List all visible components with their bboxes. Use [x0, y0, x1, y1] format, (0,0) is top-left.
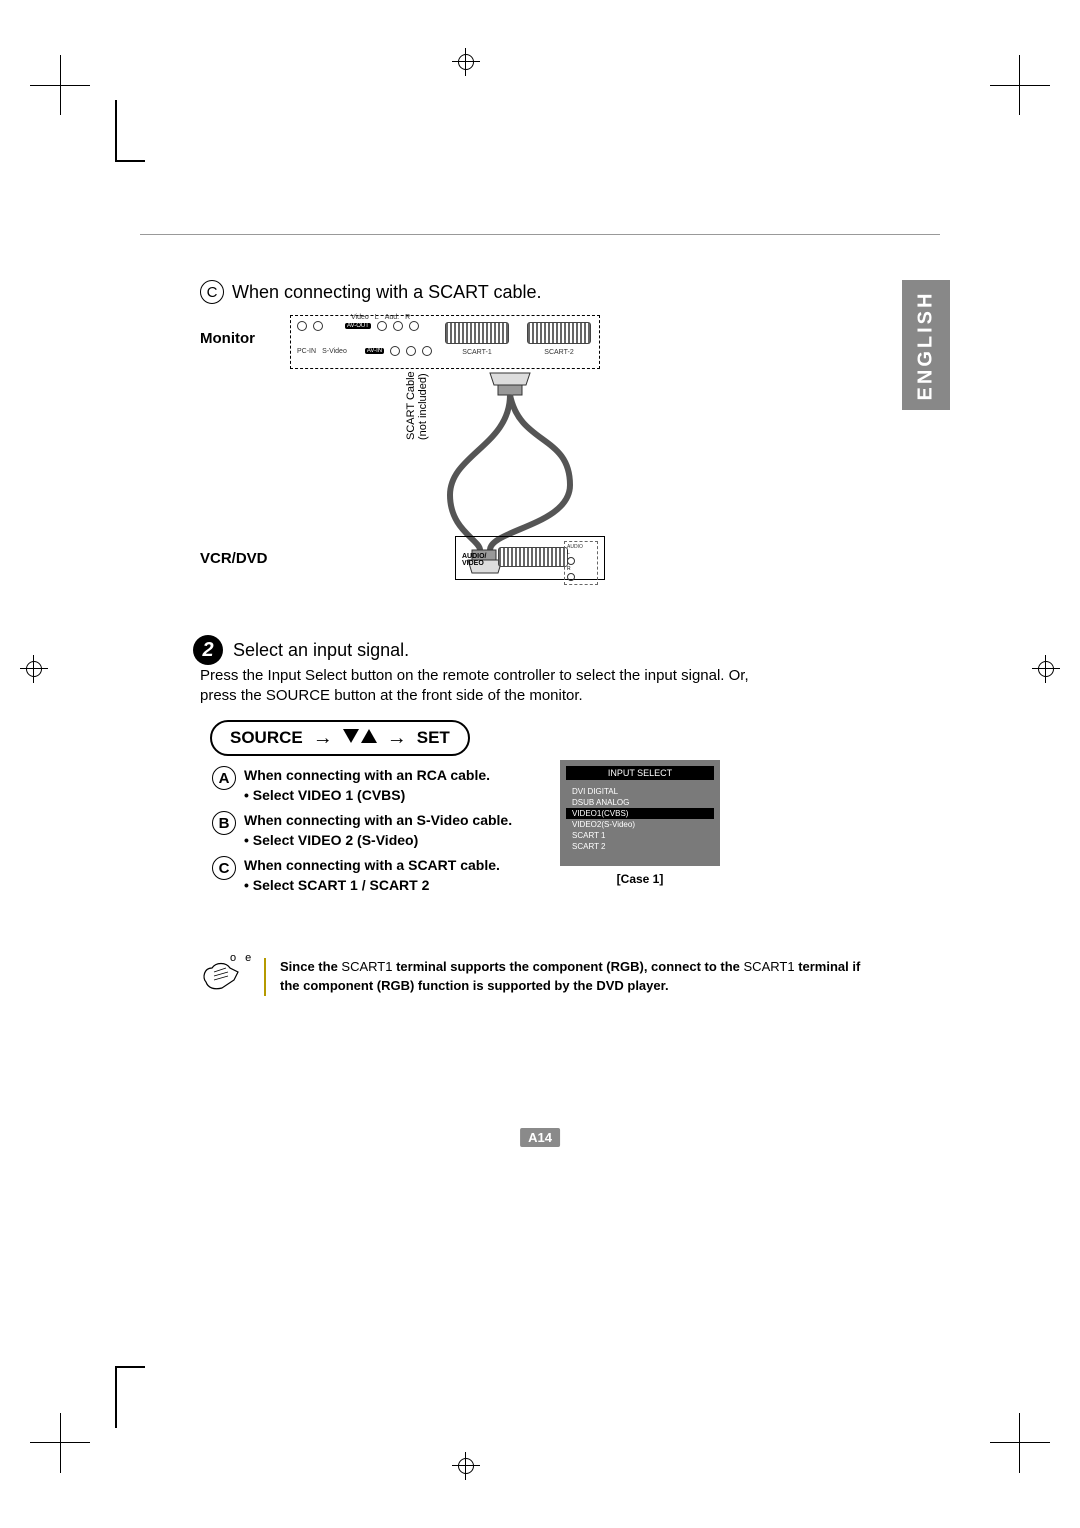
crop-mark — [60, 1413, 61, 1473]
r-label: R — [405, 314, 410, 321]
down-up-icon — [343, 728, 377, 748]
video-label: Video — [351, 314, 369, 321]
osd-item: VIDEO1(CVBS) — [566, 808, 714, 819]
pcin-label: PC-IN — [297, 348, 316, 355]
source-label: SOURCE — [230, 728, 303, 748]
option-b: B When connecting with an S-Video cable.… — [212, 811, 542, 850]
trim-mark — [115, 100, 117, 160]
registration-mark — [20, 655, 48, 683]
rca-jack-icon — [567, 573, 575, 581]
cable-label: SCART Cable (not included) — [405, 371, 429, 440]
osd-panel: INPUT SELECT DVI DIGITALDSUB ANALOGVIDEO… — [560, 760, 720, 866]
source-set-sequence: SOURCE → → SET — [210, 720, 470, 756]
option-b-title: When connecting with an S-Video cable. — [244, 812, 512, 828]
l-label: L — [375, 314, 379, 321]
rca-jack-icon — [406, 346, 416, 356]
letter-c-icon: C — [200, 280, 224, 304]
crop-mark — [60, 55, 61, 115]
osd-title: INPUT SELECT — [566, 766, 714, 780]
option-c-sub: • Select SCART 1 / SCART 2 — [244, 876, 500, 896]
section-c-heading: C When connecting with a SCART cable. — [200, 280, 542, 304]
crop-mark — [990, 85, 1050, 86]
option-c: C When connecting with a SCART cable. • … — [212, 856, 542, 895]
manual-page: ENGLISH C When connecting with a SCART c… — [0, 0, 1080, 1528]
arrow-right-icon: → — [313, 728, 333, 748]
vcr-dvd-panel: AUDIO/ VIDEO AUDIO L R — [455, 536, 605, 580]
crop-mark — [1019, 55, 1020, 115]
trim-mark — [115, 1366, 145, 1368]
rca-jack-icon — [409, 321, 419, 331]
crop-mark — [1019, 1413, 1020, 1473]
page-number: A14 — [520, 1128, 560, 1147]
letter-a-icon: A — [212, 766, 236, 790]
rca-jack-icon — [313, 321, 323, 331]
osd-item: SCART 1 — [566, 830, 714, 841]
letter-c-icon: C — [212, 856, 236, 880]
osd-item: DVI DIGITAL — [566, 786, 714, 797]
rca-jack-icon — [390, 346, 400, 356]
note-hand-icon — [200, 958, 244, 992]
note-row: Since the SCART1 terminal supports the c… — [200, 958, 880, 996]
av-out-label: AV-OUT — [345, 323, 371, 329]
audio-video-label: AUDIO/ VIDEO — [462, 553, 487, 567]
audio-jacks: AUDIO L R — [564, 541, 598, 585]
language-tab: ENGLISH — [902, 280, 950, 410]
trim-mark — [115, 1368, 117, 1428]
set-label: SET — [417, 728, 450, 748]
osd-item: SCART 2 — [566, 841, 714, 852]
option-c-title: When connecting with a SCART cable. — [244, 857, 500, 873]
language-label: ENGLISH — [915, 290, 938, 400]
osd-caption: [Case 1] — [560, 872, 720, 886]
section-c-text: When connecting with a SCART cable. — [232, 282, 542, 303]
osd-item: VIDEO2(S-Video) — [566, 819, 714, 830]
rca-jack-icon — [297, 321, 307, 331]
divider — [140, 234, 940, 235]
letter-b-icon: B — [212, 811, 236, 835]
osd-item: DSUB ANALOG — [566, 797, 714, 808]
scart-port-icon — [445, 322, 509, 344]
registration-mark — [1032, 655, 1060, 683]
monitor-label: Monitor — [200, 330, 255, 347]
av-in-label: AV-IN — [365, 348, 384, 354]
svideo-label: S-Video — [322, 348, 347, 355]
arrow-right-icon: → — [387, 728, 407, 748]
scart-port-icon — [527, 322, 591, 344]
option-a-sub: • Select VIDEO 1 (CVBS) — [244, 786, 490, 806]
registration-mark — [452, 48, 480, 76]
cable-options-list: A When connecting with an RCA cable. • S… — [212, 766, 542, 902]
vcr-dvd-label: VCR/DVD — [200, 550, 268, 567]
rca-jack-icon — [377, 321, 387, 331]
step-2-badge: 2 — [193, 635, 223, 665]
step-2-body: Press the Input Select button on the rem… — [200, 666, 770, 707]
trim-mark — [115, 160, 145, 162]
rca-jack-icon — [567, 557, 575, 565]
step-2-title: Select an input signal. — [233, 640, 409, 661]
scart-port-icon — [498, 547, 568, 567]
crop-mark — [990, 1442, 1050, 1443]
rca-jack-icon — [393, 321, 403, 331]
option-a: A When connecting with an RCA cable. • S… — [212, 766, 542, 805]
aud-label: Aud. — [385, 314, 399, 321]
note-text: Since the SCART1 terminal supports the c… — [264, 958, 880, 996]
osd-case-1: INPUT SELECT DVI DIGITALDSUB ANALOGVIDEO… — [560, 760, 720, 886]
connection-diagram: Monitor VCR/DVD AV-OUT PC-IN S-Video AV-… — [290, 310, 700, 590]
option-b-sub: • Select VIDEO 2 (S-Video) — [244, 831, 512, 851]
option-a-title: When connecting with an RCA cable. — [244, 767, 490, 783]
registration-mark — [452, 1452, 480, 1480]
